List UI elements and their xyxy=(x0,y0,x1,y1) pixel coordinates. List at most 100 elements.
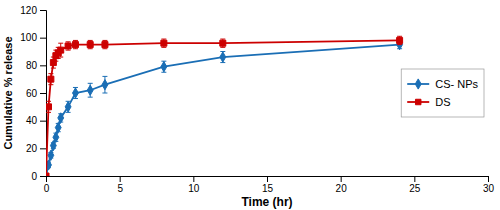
marker xyxy=(397,37,403,43)
marker xyxy=(55,122,61,132)
y-tick-label: 60 xyxy=(26,88,38,99)
y-tick-mark xyxy=(40,10,46,11)
y-axis: 0 20 40 60 80 100 120 xyxy=(20,5,46,182)
legend-item: DS xyxy=(407,96,450,108)
marker xyxy=(102,42,108,48)
line xyxy=(46,40,400,176)
error-bar xyxy=(161,39,166,47)
x-axis-line xyxy=(47,177,489,183)
y-axis-line xyxy=(40,11,47,177)
legend: CS- NPs DS xyxy=(401,69,484,117)
x-tick-label: 25 xyxy=(409,183,421,194)
error-bar xyxy=(58,114,63,122)
y-tick-label: 40 xyxy=(26,115,38,126)
error-bar-cap xyxy=(48,73,53,74)
error-bar xyxy=(73,40,78,48)
error-bar xyxy=(53,133,58,141)
marker xyxy=(161,62,167,72)
x-tick: 0 xyxy=(44,176,50,194)
marks xyxy=(46,36,403,176)
y-tick: 20 xyxy=(26,143,46,154)
y-tick-mark xyxy=(40,148,46,149)
y-tick: 100 xyxy=(20,32,46,43)
error-bar xyxy=(66,42,71,50)
marker xyxy=(50,60,56,66)
legend-frame xyxy=(401,69,484,117)
marker xyxy=(87,85,93,95)
x-tick-label: 5 xyxy=(117,183,123,194)
error-bar-cap xyxy=(102,93,107,94)
error-bar-cap xyxy=(220,47,225,48)
error-bar-cap xyxy=(73,40,78,41)
x-tick-mark xyxy=(120,176,121,182)
x-tick-mark xyxy=(341,176,342,182)
error-bar-cap xyxy=(66,50,71,51)
error-bar xyxy=(88,83,93,97)
error-bar xyxy=(73,87,78,98)
error-bar-cap xyxy=(58,43,63,44)
x-tick: 10 xyxy=(188,176,200,194)
y-tick: 0 xyxy=(31,171,46,182)
error-bar xyxy=(88,40,93,48)
error-bar-cap xyxy=(88,40,93,41)
x-axis-title: Time (hr) xyxy=(241,195,292,209)
error-bar-cap xyxy=(88,48,93,49)
y-tick-label: 100 xyxy=(20,32,37,43)
error-bar xyxy=(102,76,107,93)
error-bar-cap xyxy=(88,83,93,84)
error-bar xyxy=(161,61,166,72)
line xyxy=(46,45,400,176)
error-bar xyxy=(66,101,71,112)
error-bar-cap xyxy=(397,36,402,37)
y-tick-mark xyxy=(40,176,46,177)
y-tick: 120 xyxy=(20,5,46,16)
y-tick-label: 80 xyxy=(26,60,38,71)
marker xyxy=(73,88,79,98)
error-bar-cap xyxy=(102,76,107,77)
y-tick-label: 0 xyxy=(31,171,37,182)
error-bar-cap xyxy=(46,101,51,102)
error-bar-cap xyxy=(88,97,93,98)
chart: 0 5 10 15 20 25 30 0 20 40 60 80 100 120 CS- NPs DS Time… xyxy=(0,0,500,210)
error-bar xyxy=(397,36,402,44)
error-bar-cap xyxy=(161,39,166,40)
marker xyxy=(48,150,54,160)
error-bar-cap xyxy=(51,68,56,69)
x-tick-mark xyxy=(414,176,415,182)
marker xyxy=(220,52,226,62)
x-tick-label: 30 xyxy=(483,183,495,194)
x-tick-label: 20 xyxy=(336,183,348,194)
x-tick: 25 xyxy=(409,176,421,194)
error-bar xyxy=(48,74,53,85)
legend-marker xyxy=(415,79,421,89)
legend-item: CS- NPs xyxy=(407,78,478,90)
series xyxy=(46,39,403,176)
x-tick-mark xyxy=(193,176,194,182)
marker xyxy=(58,113,64,123)
y-tick-label: 120 xyxy=(20,5,37,16)
y-tick-mark xyxy=(40,65,46,66)
error-bar-cap xyxy=(66,41,71,42)
error-bar-cap xyxy=(46,112,51,113)
x-tick-label: 0 xyxy=(44,183,50,194)
error-bar-cap xyxy=(220,39,225,40)
y-tick: 80 xyxy=(26,60,46,71)
marker xyxy=(102,80,108,90)
x-tick-label: 10 xyxy=(188,183,200,194)
legend-marker xyxy=(415,99,420,104)
legend-label: CS- NPs xyxy=(435,78,478,90)
error-bar-cap xyxy=(73,48,78,49)
marker xyxy=(58,47,64,53)
y-tick-mark xyxy=(40,93,46,94)
x-tick: 30 xyxy=(483,176,495,194)
y-tick-label: 20 xyxy=(26,143,38,154)
x-tick-label: 15 xyxy=(262,183,274,194)
error-bar xyxy=(220,52,225,63)
error-bar xyxy=(46,101,51,112)
marker xyxy=(48,76,54,82)
error-bar xyxy=(56,123,61,131)
y-axis-title: Cumulative % release xyxy=(2,36,14,149)
error-bar-cap xyxy=(161,47,166,48)
marker xyxy=(72,42,78,48)
x-tick-mark xyxy=(488,176,489,182)
